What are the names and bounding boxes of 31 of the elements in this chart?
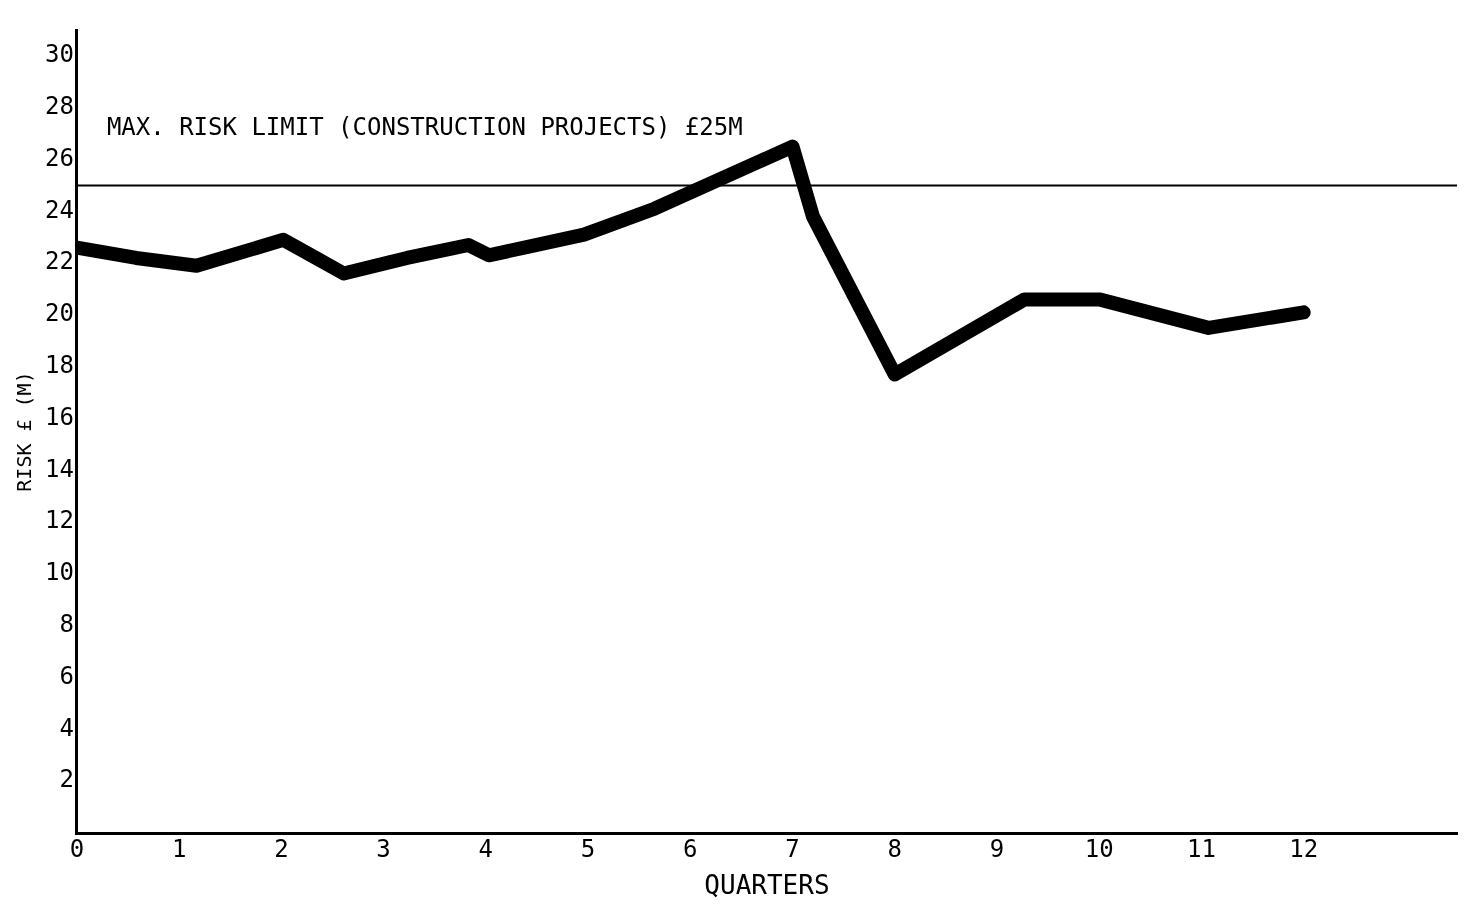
y-axis-title: RISK £ (M) <box>12 371 37 492</box>
x-tick-label: 1 <box>171 834 187 863</box>
x-tick-label: 12 <box>1289 834 1319 863</box>
x-tick-label: 9 <box>989 834 1005 863</box>
x-axis-title: QUARTERS <box>704 870 830 901</box>
y-tick-label: 6 <box>59 661 74 690</box>
x-tick-label: 8 <box>887 834 902 863</box>
x-tick-label: 10 <box>1084 834 1114 863</box>
y-tick-label: 8 <box>59 610 74 639</box>
y-tick-label: 2 <box>59 765 74 794</box>
x-tick-label: 2 <box>274 834 289 863</box>
y-tick-label: 20 <box>44 299 74 328</box>
y-tick-label: 24 <box>44 195 74 224</box>
x-tick-label: 6 <box>683 834 698 863</box>
y-tick-label: 14 <box>44 454 74 483</box>
y-tick-label: 18 <box>44 350 74 379</box>
x-tick-label: 7 <box>785 834 800 863</box>
y-tick-label: 22 <box>44 247 74 276</box>
y-tick-label: 10 <box>44 558 74 587</box>
x-tick-label: 4 <box>478 834 494 863</box>
x-tick-label: 11 <box>1186 834 1216 863</box>
ref-line-label: MAX. RISK LIMIT (CONSTRUCTION PROJECTS) £25M <box>106 112 743 141</box>
y-tick-label: 26 <box>44 143 74 172</box>
y-tick-label: 4 <box>59 713 74 742</box>
x-tick-label: 0 <box>69 834 85 863</box>
x-tick-label: 3 <box>376 834 391 863</box>
y-tick-label: 16 <box>44 402 74 431</box>
y-tick-label: 30 <box>44 40 74 69</box>
y-tick-label: 28 <box>44 91 74 120</box>
y-tick-label: 12 <box>44 506 74 535</box>
x-tick-label: 5 <box>580 834 596 863</box>
